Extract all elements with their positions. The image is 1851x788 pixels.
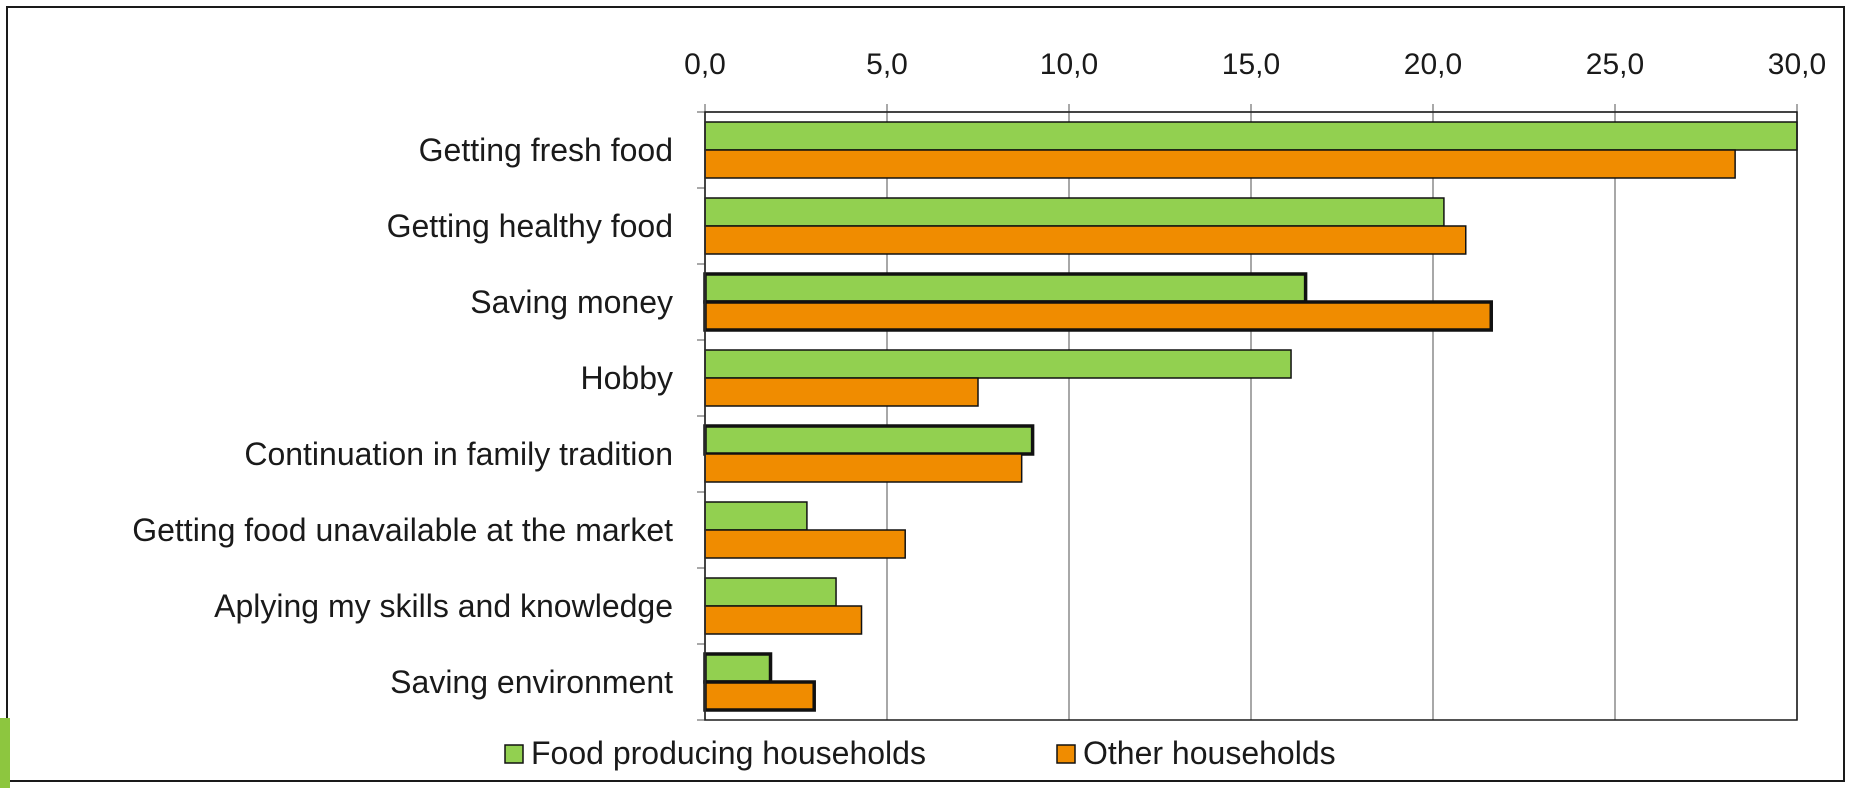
bar-food-producing-1: [704, 197, 1445, 227]
x-tick-label: 30,0: [1768, 48, 1826, 81]
bar-other-7: [703, 680, 816, 712]
bar-food-producing-2: [703, 272, 1308, 304]
bar-food-producing-7: [703, 652, 773, 684]
bar-food-producing-6: [704, 577, 837, 607]
category-label: Saving money: [470, 284, 673, 320]
labels: 0,0 5,0 10,0 15,0 20,0 25,0 30,0 Getting fresh …: [132, 48, 1826, 700]
bar-food-producing-3: [704, 349, 1292, 379]
x-tick-label: 10,0: [1040, 48, 1098, 81]
category-label: Hobby: [581, 360, 674, 396]
bar-other-2: [703, 300, 1493, 332]
side-accent-bar: [0, 718, 10, 788]
legend-label: Other households: [1083, 735, 1336, 771]
bar-other-5: [704, 529, 906, 559]
bar-other-1: [704, 225, 1467, 255]
category-label: Getting healthy food: [387, 208, 673, 244]
x-tick-label: 25,0: [1586, 48, 1644, 81]
category-label: Aplying my skills and knowledge: [214, 588, 673, 624]
legend-label: Food producing households: [531, 735, 926, 771]
bar-food-producing-4: [703, 424, 1035, 456]
bar-food-producing-0: [704, 121, 1798, 151]
x-tick-label: 15,0: [1222, 48, 1280, 81]
bar-food-producing-5: [704, 501, 808, 531]
x-tick-label: 0,0: [684, 48, 726, 81]
legend-swatch: [504, 744, 524, 764]
bar-other-4: [704, 453, 1023, 483]
category-label: Getting fresh food: [419, 132, 673, 168]
legend: Food producing households Other household…: [504, 735, 1336, 771]
x-tick-label: 20,0: [1404, 48, 1462, 81]
axes: [697, 104, 1798, 721]
category-label: Getting food unavailable at the market: [132, 512, 673, 548]
plot-area-border: [704, 111, 1798, 721]
x-tick-label: 5,0: [866, 48, 908, 81]
bar-other-6: [704, 605, 863, 635]
legend-swatch: [1056, 744, 1076, 764]
bars: [703, 121, 1798, 712]
category-label: Continuation in family tradition: [244, 436, 673, 472]
bar-other-3: [704, 377, 979, 407]
category-label: Saving environment: [390, 664, 673, 700]
bar-other-0: [704, 149, 1736, 179]
